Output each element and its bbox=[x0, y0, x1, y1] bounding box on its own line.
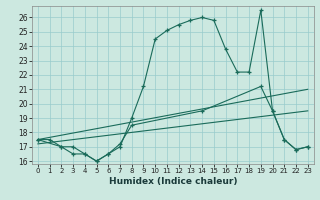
X-axis label: Humidex (Indice chaleur): Humidex (Indice chaleur) bbox=[108, 177, 237, 186]
